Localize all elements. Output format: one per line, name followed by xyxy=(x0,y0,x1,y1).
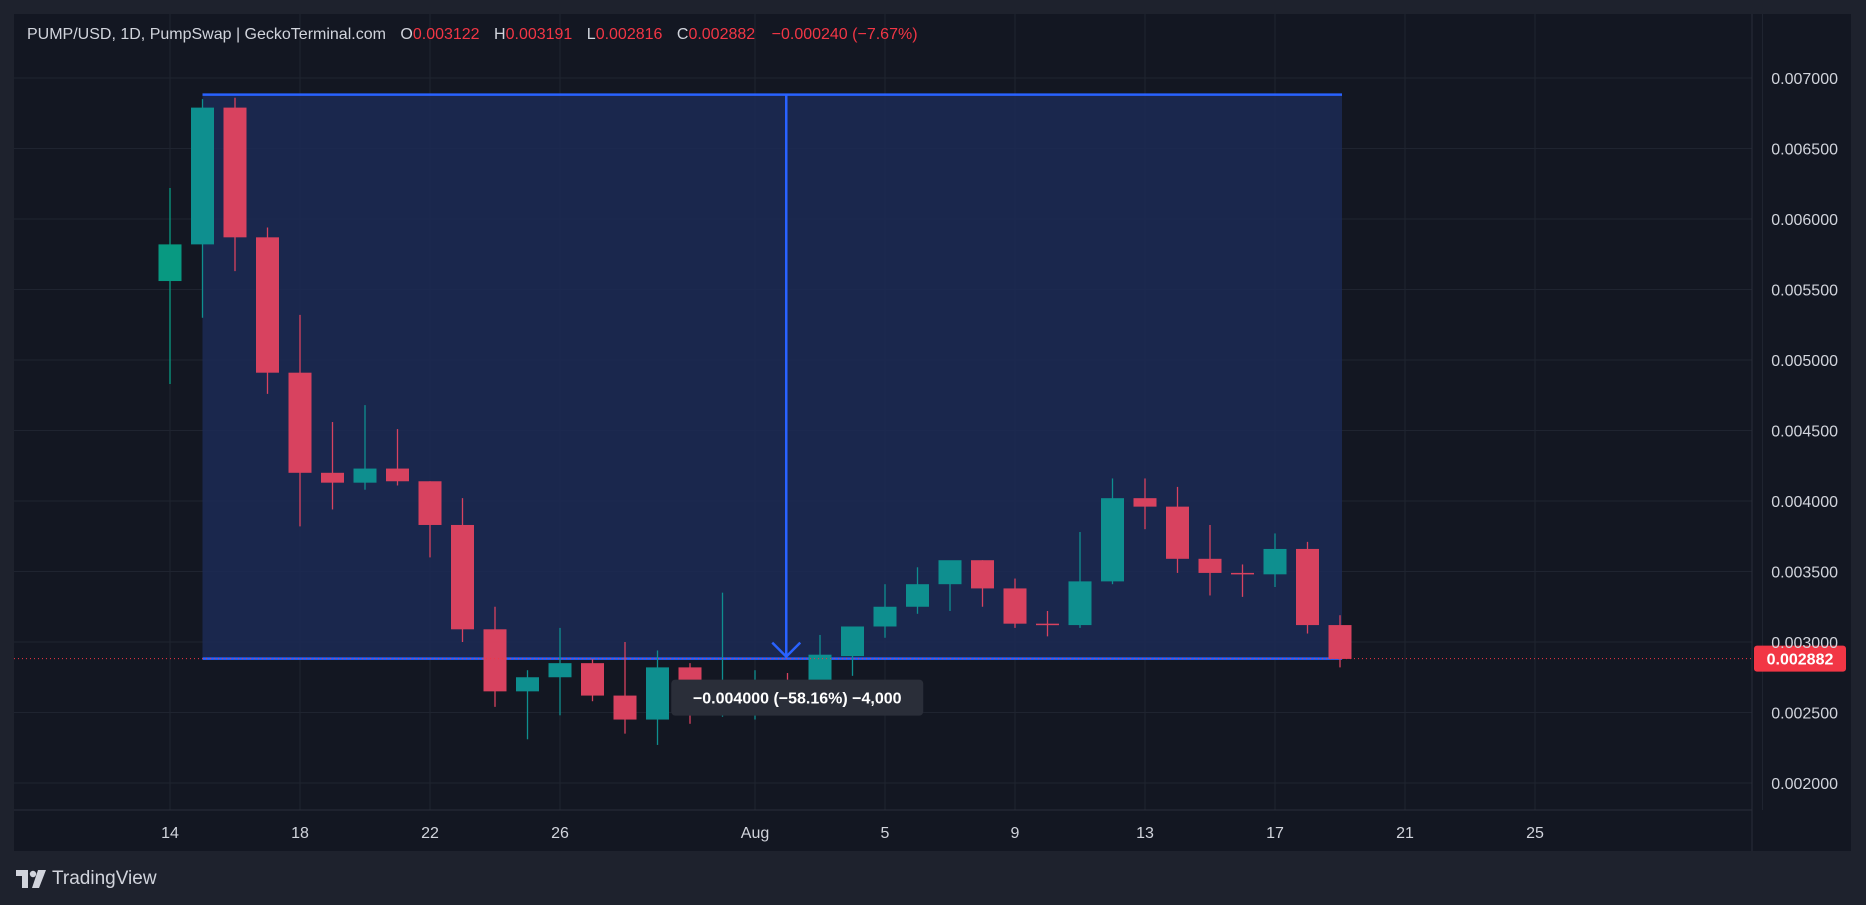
price-tick-label: 0.005000 xyxy=(1771,353,1838,370)
measure-label-text: −0.004000 (−58.16%) −4,000 xyxy=(693,691,902,708)
time-tick-label: 22 xyxy=(421,825,439,842)
price-tick-label: 0.004000 xyxy=(1771,494,1838,511)
price-tick-label: 0.003000 xyxy=(1771,635,1838,652)
symbol-title[interactable]: PUMP/USD, 1D, PumpSwap | GeckoTerminal.c… xyxy=(27,26,386,43)
measure-overlay: −0.004000 (−58.16%) −4,000 xyxy=(671,679,924,716)
time-tick-label: 5 xyxy=(881,825,890,842)
open-label: O xyxy=(400,26,413,43)
candlestick-series xyxy=(158,97,1352,745)
price-tick-label: 0.002500 xyxy=(1771,706,1838,723)
price-tick-label: 0.006500 xyxy=(1771,142,1838,159)
candle-body xyxy=(938,560,962,585)
tradingview-logo-icon xyxy=(16,870,46,888)
last-price-line: 0.002882 xyxy=(14,645,1846,672)
candle-body xyxy=(288,372,312,473)
candle-body xyxy=(191,107,214,245)
close-label: C xyxy=(676,26,689,43)
change-value: −0.000240 (−7.67%) xyxy=(771,26,918,43)
time-tick-label: Aug xyxy=(741,825,769,842)
candle-body xyxy=(256,237,279,373)
measure-area xyxy=(202,94,1342,659)
price-tick-label: 0.006000 xyxy=(1771,212,1838,229)
price-tick-label: 0.007000 xyxy=(1771,71,1838,88)
tradingview-logo[interactable]: TradingView xyxy=(16,868,157,890)
candle-body xyxy=(1263,548,1287,575)
candle-body xyxy=(516,677,539,692)
time-tick-label: 17 xyxy=(1266,825,1284,842)
time-tick-label: 9 xyxy=(1011,825,1020,842)
candle-body xyxy=(613,695,637,720)
candle-body xyxy=(418,481,442,525)
price-tick-label: 0.004500 xyxy=(1771,424,1838,441)
candle-body xyxy=(581,663,604,696)
candle-body xyxy=(1198,558,1222,573)
close-value: 0.002882 xyxy=(688,26,756,43)
candle-body xyxy=(321,472,344,483)
measure-arrow-head xyxy=(771,641,802,659)
candle-body xyxy=(158,244,182,282)
candle-body xyxy=(906,584,929,607)
candle-body xyxy=(1296,548,1319,626)
candle-body xyxy=(1068,581,1092,626)
price-range-tool[interactable] xyxy=(202,93,1343,660)
candle-body xyxy=(1328,625,1352,659)
candle-body xyxy=(1166,506,1189,559)
candle-body xyxy=(971,560,994,589)
last-price-label: 0.002882 xyxy=(1767,652,1834,669)
time-tick-label: 13 xyxy=(1136,825,1154,842)
candle-body xyxy=(873,606,897,627)
measure-label-box xyxy=(671,679,924,716)
time-axis[interactable]: 14 18 22 26 Aug 5 9 13 17 21 25 xyxy=(14,14,1753,851)
candle-body xyxy=(808,654,832,685)
price-axis[interactable]: 0.002000 0.002500 0.003000 0.003500 0.004000… xyxy=(1771,71,1838,793)
price-tick-label: 0.002000 xyxy=(1771,776,1838,793)
candle-body xyxy=(451,524,474,630)
candle-body xyxy=(646,667,669,720)
candle-body xyxy=(353,468,377,483)
last-price-badge xyxy=(1754,645,1846,672)
time-tick-label: 14 xyxy=(161,825,179,842)
high-value: 0.003191 xyxy=(505,26,573,43)
candle-body xyxy=(386,468,409,482)
low-value: 0.002816 xyxy=(595,26,663,43)
open-value: 0.003122 xyxy=(412,26,480,43)
high-label: H xyxy=(494,26,506,43)
time-tick-label: 18 xyxy=(291,825,309,842)
time-tick-label: 21 xyxy=(1396,825,1414,842)
candle-body xyxy=(1101,498,1124,582)
candle-body xyxy=(483,629,507,692)
time-tick-label: 25 xyxy=(1526,825,1544,842)
time-tick-label: 26 xyxy=(551,825,569,842)
price-tick-label: 0.003500 xyxy=(1771,565,1838,582)
low-label: L xyxy=(586,26,596,43)
candle-body xyxy=(1231,572,1254,575)
candle-body xyxy=(841,626,864,657)
candle-body xyxy=(1133,498,1157,507)
tradingview-logo-text: TradingView xyxy=(52,868,157,889)
candle-body xyxy=(1036,623,1059,626)
candle-body xyxy=(223,107,247,238)
legend-bar: PUMP/USD, 1D, PumpSwap | GeckoTerminal.c… xyxy=(27,26,918,44)
price-tick-label: 0.005500 xyxy=(1771,283,1838,300)
candle-body xyxy=(548,663,572,678)
candle-body xyxy=(1003,588,1027,624)
